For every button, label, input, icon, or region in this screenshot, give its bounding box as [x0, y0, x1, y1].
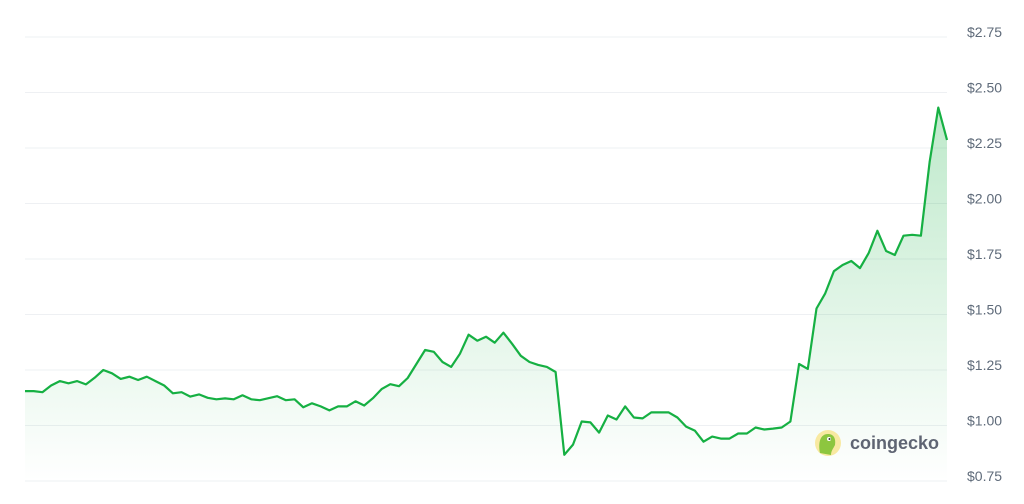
y-tick-label: $1.50 [967, 302, 1002, 318]
coingecko-wordmark: coingecko [850, 433, 939, 453]
y-tick-label: $2.00 [967, 191, 1002, 207]
y-axis: $0.75 $1.00 $1.25 $1.50 $1.75 $2.00 $2.25 $2.50… [967, 24, 1002, 484]
coingecko-watermark: coingecko [815, 430, 939, 456]
price-line [25, 106, 949, 456]
y-tick-label: $1.25 [967, 357, 1002, 373]
y-tick-label: $1.75 [967, 246, 1002, 262]
price-area [25, 107, 947, 481]
y-tick-label: $0.75 [967, 468, 1002, 484]
gecko-head-icon [819, 434, 836, 455]
y-tick-label: $2.25 [967, 135, 1002, 151]
y-tick-label: $2.50 [967, 80, 1002, 96]
y-tick-label: $2.75 [967, 24, 1002, 40]
y-tick-label: $1.00 [967, 413, 1002, 429]
